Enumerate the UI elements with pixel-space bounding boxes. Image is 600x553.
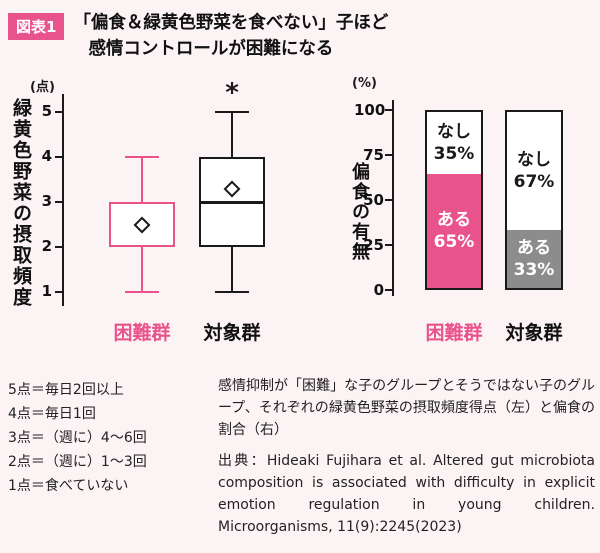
legend-line-4: 4点＝毎日1回 [8, 406, 96, 423]
y-tick-label: 100 [354, 101, 386, 119]
significance-marker: * [225, 78, 239, 108]
bar-segment: なし 35% [427, 112, 481, 174]
legend-line-3: 3点＝（週に）4～6回 [8, 430, 147, 447]
y-tick-mark [55, 201, 62, 203]
bar-category-control: 対象群 [505, 322, 563, 344]
figure-header: 図表1 「偏食＆緑黄色野菜を食べない」子ほど 感情コントロールが困難になる [8, 10, 388, 63]
y-tick-label: 0 [373, 281, 384, 299]
y-tick-label: 4 [41, 147, 52, 165]
y-tick-mark [385, 244, 392, 246]
segment-label: なし [437, 121, 471, 142]
legend-line-1: 1点＝食べていない [8, 478, 129, 495]
whisker-cap-bottom [215, 291, 249, 293]
boxplot-plot-area: 5 4 3 2 1 * [42, 78, 297, 315]
y-tick-label: 2 [41, 237, 52, 255]
y-tick-mark [385, 109, 392, 111]
segment-label: なし [517, 149, 551, 170]
stacked-bar: なし 67% ある 33% [505, 110, 563, 290]
whisker-cap-top [125, 156, 159, 158]
whisker-cap-top [215, 111, 249, 113]
figure-title-line2: 感情コントロールが困難になる [88, 39, 334, 60]
y-tick-label: 75 [363, 146, 384, 164]
boxplot-y-axis-title: 緑黄色野菜の摂取頻度 [10, 98, 32, 308]
y-axis-line [62, 94, 64, 306]
bar-unit-label: (%) [352, 76, 377, 91]
stacked-bar: なし 35% ある 65% [425, 110, 483, 290]
bar-segment: ある 65% [427, 173, 481, 288]
boxplot-unit-label: (点) [30, 80, 55, 95]
figure-number-badge: 図表1 [8, 13, 65, 40]
bar-category-difficult: 困難群 [425, 322, 483, 344]
segment-value: 67% [513, 171, 555, 192]
segment-value: 65% [433, 231, 475, 252]
boxplot-category-control: 対象群 [203, 322, 261, 344]
caption-body: 感情抑制が「困難」な子のグループとそうではない子のグループ、それぞれの緑黄色野菜… [218, 378, 595, 438]
figure-title: 「偏食＆緑黄色野菜を食べない」子ほど 感情コントロールが困難になる [73, 10, 388, 63]
segment-value: 33% [513, 259, 555, 280]
y-tick-mark [55, 111, 62, 113]
y-tick-label: 25 [363, 236, 384, 254]
legend-line-2: 2点＝（週に）1～3回 [8, 454, 147, 471]
caption-block: 感情抑制が「困難」な子のグループとそうではない子のグループ、それぞれの緑黄色野菜… [218, 376, 595, 539]
y-tick-mark [55, 291, 62, 293]
segment-label: ある [437, 209, 471, 230]
bar-plot-area: 100 75 50 25 0 なし 35% ある 65% なし 67% ある 33% [354, 100, 592, 300]
y-tick-mark [55, 246, 62, 248]
median-line [201, 201, 263, 204]
caption-source: 出典：Hideaki Fujihara et al. Altered gut m… [218, 452, 595, 535]
boxplot-category-difficult: 困難群 [113, 322, 171, 344]
figure-title-line1: 「偏食＆緑黄色野菜を食べない」子ほど [73, 13, 389, 33]
y-tick-mark [385, 199, 392, 201]
bar-y-axis-title: 偏食の有無 [349, 162, 370, 262]
y-tick-label: 50 [363, 191, 384, 209]
y-axis-line [392, 100, 394, 296]
y-tick-label: 5 [41, 102, 52, 120]
bar-segment: なし 67% [507, 112, 561, 230]
y-tick-mark [385, 154, 392, 156]
y-tick-mark [55, 156, 62, 158]
y-tick-label: 3 [41, 192, 52, 210]
whisker-cap-bottom [125, 291, 159, 293]
bar-segment: ある 33% [507, 229, 561, 288]
y-tick-mark [385, 289, 392, 291]
boxplot-chart: (点) 緑黄色野菜の摂取頻度 5 4 3 2 1 * 困難群 対象群 [0, 72, 305, 374]
segment-label: ある [517, 237, 551, 258]
legend-line-5: 5点＝毎日2回以上 [8, 382, 124, 398]
stacked-bar-chart: (%) 偏食の有無 100 75 50 25 0 なし 35% ある 65% なし 67% ある 33%… [330, 72, 600, 374]
segment-value: 35% [433, 143, 475, 164]
score-legend: 5点＝毎日2回以上 4点＝毎日1回 3点＝（週に）4～6回 2点＝（週に）1～3… [8, 378, 147, 498]
y-tick-label: 1 [41, 282, 52, 300]
